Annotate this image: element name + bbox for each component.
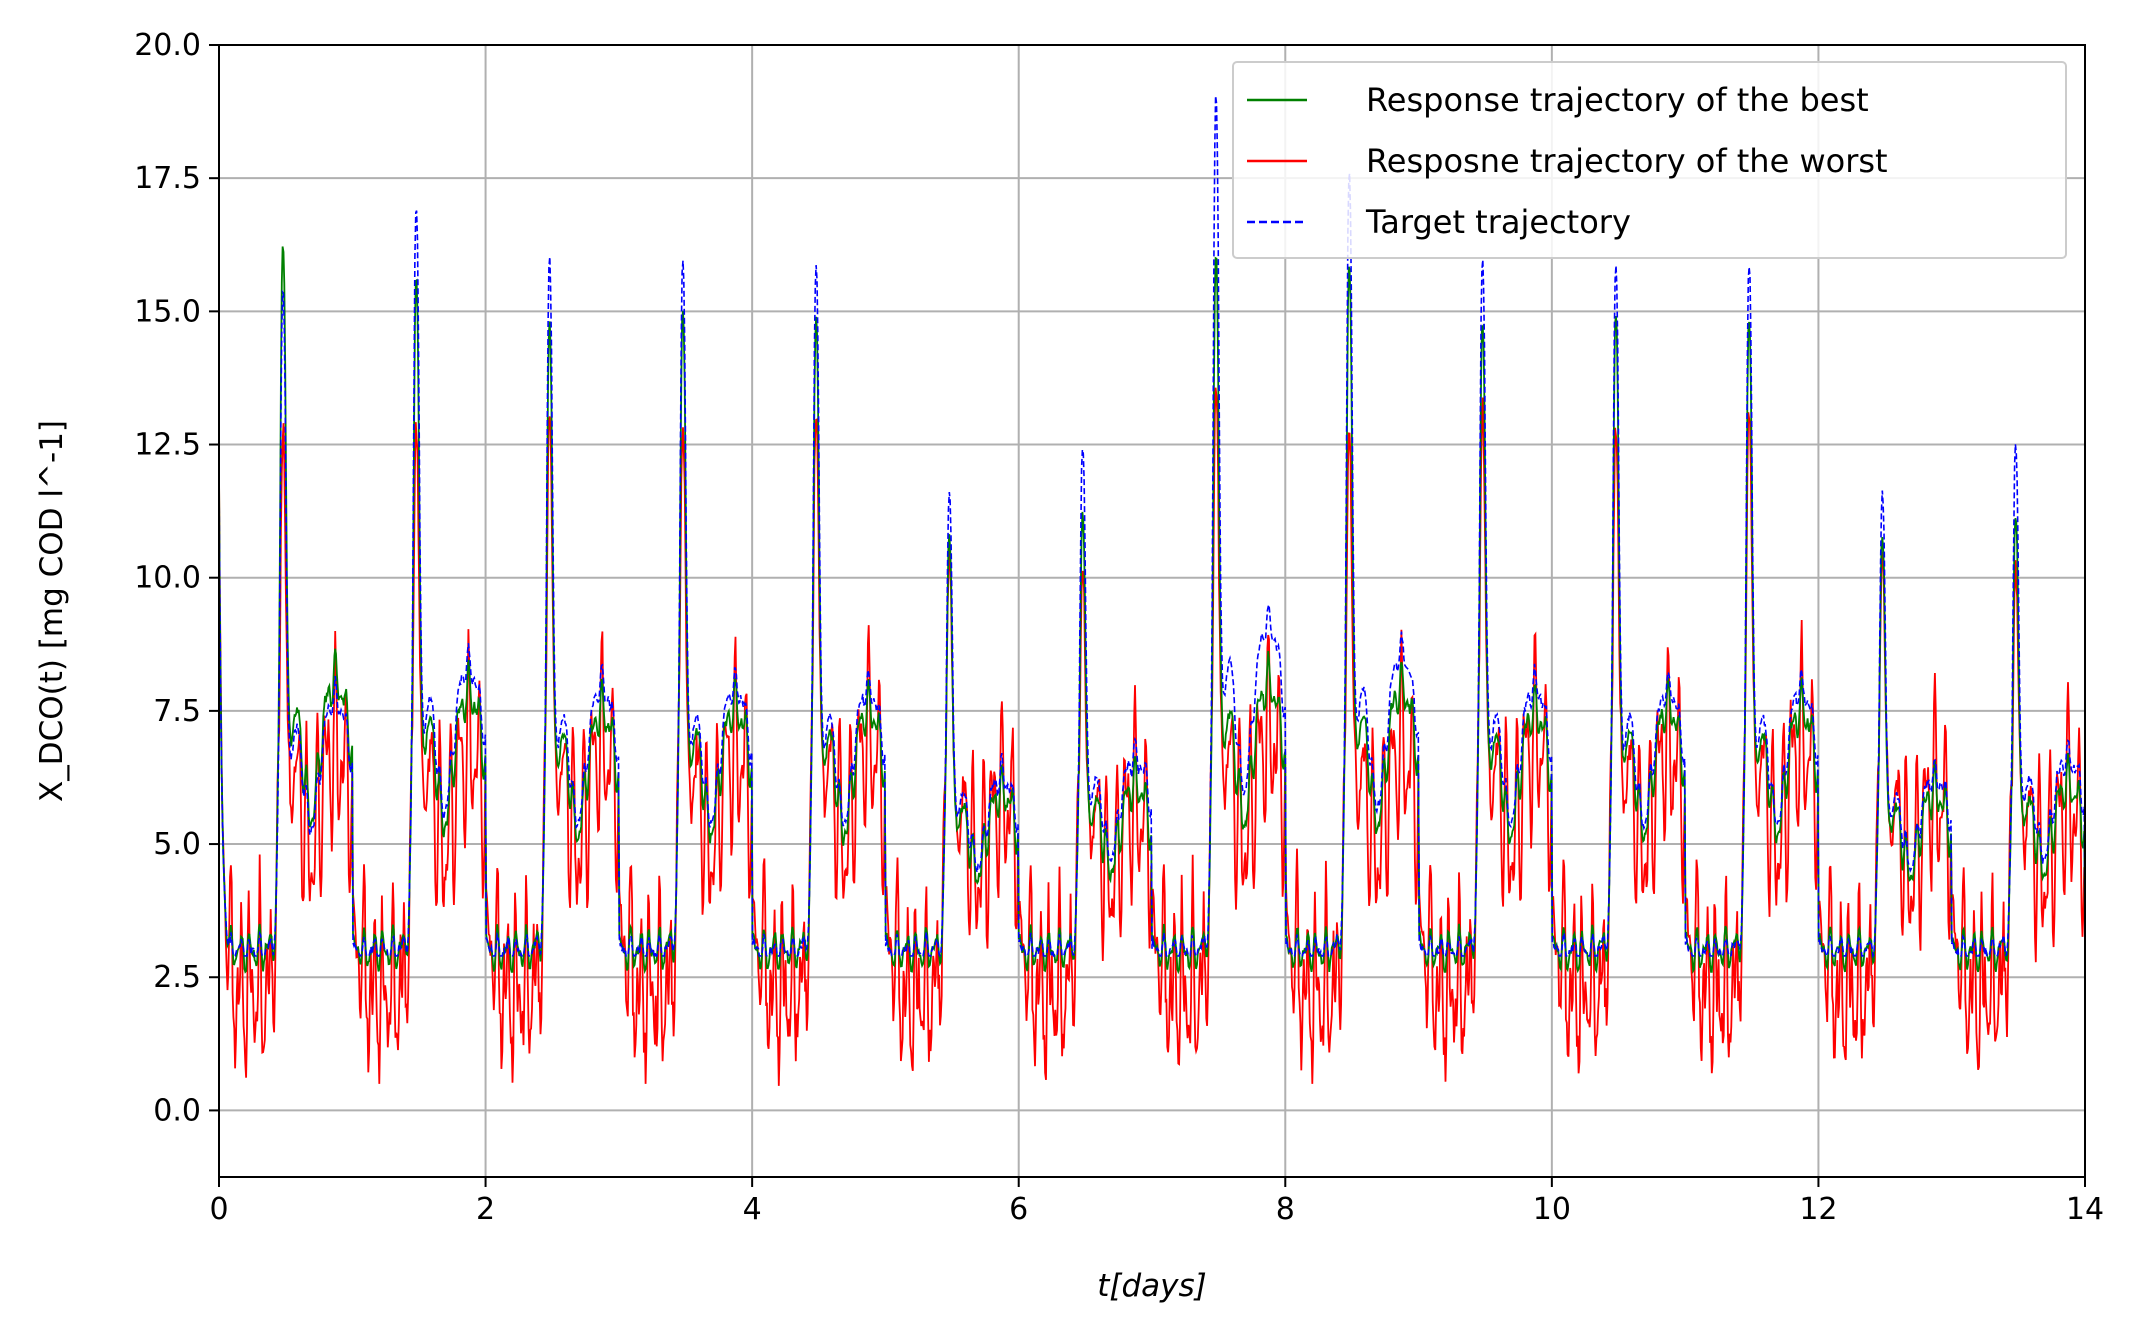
- y-tick-label: 2.5: [153, 960, 201, 995]
- y-tick-label: 20.0: [134, 28, 201, 63]
- x-tick-label: 2: [476, 1192, 495, 1227]
- y-axis-label: X_DCO(t) [mg COD l^-1]: [34, 420, 70, 802]
- legend-box: [1232, 61, 2067, 259]
- y-tick-label: 15.0: [134, 294, 201, 329]
- y-tick-label: 7.5: [153, 694, 201, 729]
- x-axis-label: t[days]: [1097, 1268, 1207, 1304]
- x-tick-label: 12: [1799, 1192, 1837, 1227]
- series-line-target: [218, 95, 2086, 959]
- legend: Response trajectory of the best Resposne …: [1232, 61, 2067, 259]
- x-tick-label: 0: [209, 1192, 228, 1227]
- y-tick-label: 5.0: [153, 827, 201, 862]
- x-tick-label: 4: [743, 1192, 762, 1227]
- legend-label: Response trajectory of the best: [1366, 81, 1869, 119]
- series-layer: [218, 95, 2086, 1086]
- legend-label: Target trajectory: [1365, 203, 1631, 241]
- legend-label: Resposne trajectory of the worst: [1366, 142, 1888, 180]
- legend-entry: Resposne trajectory of the worst: [1247, 142, 1888, 180]
- legend-entries: Response trajectory of the best Resposne …: [1247, 81, 1888, 241]
- x-tick-label: 10: [1533, 1192, 1571, 1227]
- legend-entry: Target trajectory: [1247, 203, 1631, 241]
- legend-entry: Response trajectory of the best: [1247, 81, 1869, 119]
- x-tick-label: 14: [2066, 1192, 2104, 1227]
- x-tick-label: 8: [1276, 1192, 1295, 1227]
- y-tick-label: 10.0: [134, 561, 201, 596]
- y-tick-label: 17.5: [134, 161, 201, 196]
- ticks: 0 2 4 6 8 10 12 14 0.0 2.5 5.0 7.5 10.0 12.5 15.0 17.5 2…: [134, 28, 2104, 1227]
- plot-frame: [218, 44, 2086, 1178]
- x-tick-label: 6: [1009, 1192, 1028, 1227]
- y-tick-label: 12.5: [134, 428, 201, 463]
- y-tick-label: 0.0: [153, 1093, 201, 1128]
